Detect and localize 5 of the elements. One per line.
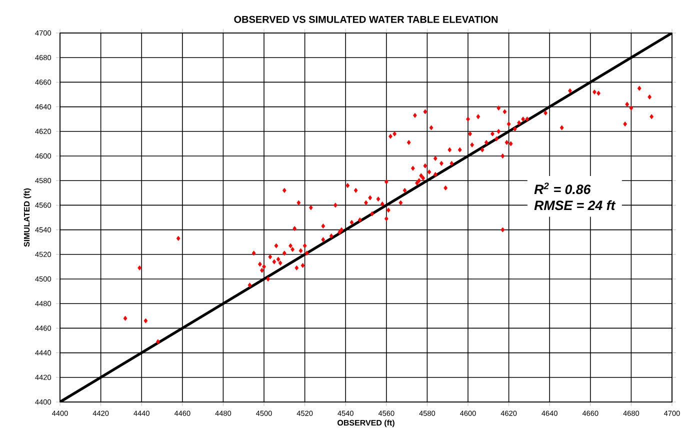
x-axis-title: OBSERVED (ft) bbox=[338, 420, 394, 428]
annotation: RMSE = 24 ft bbox=[534, 200, 616, 210]
y-axis-title: SIMULATED (ft) bbox=[24, 188, 32, 247]
annotation: R$^{2}$ = 0.86 bbox=[534, 182, 591, 194]
chart-title: OBSERVED VS SIMULATED WATER TABLE ELEVATION bbox=[234, 16, 498, 23]
